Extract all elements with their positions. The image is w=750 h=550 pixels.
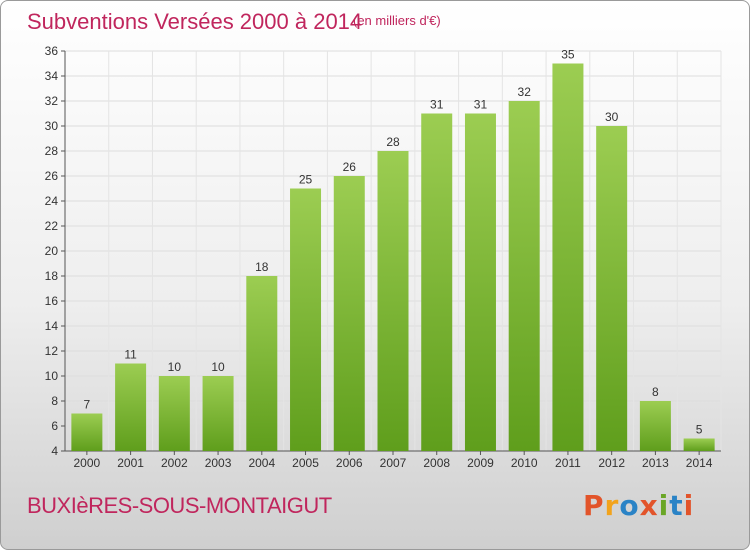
bars — [71, 63, 715, 451]
y-tick-label: 16 — [45, 294, 59, 308]
x-tick-label: 2007 — [380, 456, 407, 470]
bar-2001 — [115, 363, 147, 451]
proxiti-logo: Proxiti — [583, 489, 694, 522]
x-tick-label: 2010 — [511, 456, 538, 470]
bar-2005 — [290, 188, 322, 451]
x-tick-label: 2005 — [292, 456, 319, 470]
y-tick-label: 14 — [45, 319, 59, 333]
x-tick-label: 2004 — [248, 456, 275, 470]
bar-2000 — [71, 413, 103, 451]
bar-2011 — [552, 63, 584, 451]
bar-2004 — [246, 276, 278, 451]
bar-2013 — [639, 401, 671, 451]
value-label: 25 — [299, 173, 313, 187]
x-tick-label: 2008 — [423, 456, 450, 470]
y-tick-label: 32 — [45, 94, 59, 108]
value-label: 11 — [124, 348, 137, 362]
y-tick-label: 4 — [51, 444, 58, 458]
value-label: 10 — [211, 360, 225, 374]
y-tick-label: 28 — [45, 144, 59, 158]
y-tick-label: 6 — [51, 419, 58, 433]
logo-letter: o — [619, 489, 640, 522]
y-tick-label: 24 — [45, 194, 59, 208]
y-tick-label: 26 — [45, 169, 59, 183]
y-tick-label: 12 — [45, 344, 59, 358]
bar-2009 — [464, 113, 496, 451]
y-tick-label: 10 — [45, 369, 59, 383]
chart-title: Subventions Versées 2000 à 2014 — [27, 9, 363, 34]
y-tick-label: 18 — [45, 269, 59, 283]
y-tick-label: 22 — [45, 219, 59, 233]
value-label: 26 — [343, 160, 357, 174]
x-tick-label: 2001 — [117, 456, 144, 470]
y-tick-label: 20 — [45, 244, 59, 258]
logo-letter: i — [683, 489, 695, 522]
x-tick-label: 2006 — [336, 456, 363, 470]
bar-2007 — [377, 151, 409, 451]
x-tick-label: 2003 — [205, 456, 232, 470]
y-tick-label: 36 — [45, 44, 59, 58]
bar-2012 — [596, 126, 628, 451]
bar-2003 — [202, 376, 234, 451]
y-tick-label: 34 — [45, 69, 59, 83]
axes: 4 6 8 10 12 14 16 18 20 22 24 26 28 30 32 34 36 2000 2001 2… — [45, 44, 721, 470]
y-tick-label: 8 — [51, 394, 58, 408]
value-label: 32 — [518, 85, 532, 99]
value-labels: 7 11 10 10 18 25 26 28 31 31 32 35 30 8 5 — [84, 48, 703, 437]
x-tick-label: 2009 — [467, 456, 494, 470]
x-tick-label: 2000 — [74, 456, 101, 470]
value-label: 31 — [430, 98, 444, 112]
logo-letter: i — [658, 489, 670, 522]
logo-letter: r — [604, 489, 620, 522]
commune-name: BUXIèRES-SOUS-MONTAIGUT — [27, 493, 332, 518]
x-tick-label: 2014 — [686, 456, 713, 470]
value-label: 28 — [386, 135, 400, 149]
chart-unit-label: (en milliers d'€) — [353, 13, 441, 28]
value-label: 30 — [605, 110, 619, 124]
x-tick-label: 2013 — [642, 456, 669, 470]
value-label: 35 — [561, 48, 575, 62]
logo-letter: P — [583, 489, 605, 522]
value-label: 31 — [474, 98, 488, 112]
value-label: 10 — [168, 360, 182, 374]
logo-letter: x — [639, 489, 659, 522]
bar-2002 — [158, 376, 190, 451]
bar-2006 — [333, 176, 365, 451]
x-tick-label: 2002 — [161, 456, 188, 470]
value-label: 8 — [652, 385, 659, 399]
logo-letter: t — [669, 489, 684, 522]
value-label: 5 — [696, 423, 703, 437]
bar-2010 — [508, 101, 540, 451]
y-tick-label: 30 — [45, 119, 59, 133]
x-tick-label: 2012 — [598, 456, 625, 470]
x-tick-label: 2011 — [555, 456, 581, 470]
bar-2014 — [683, 438, 715, 451]
value-label: 18 — [255, 260, 269, 274]
value-label: 7 — [84, 398, 91, 412]
bar-2008 — [421, 113, 453, 451]
